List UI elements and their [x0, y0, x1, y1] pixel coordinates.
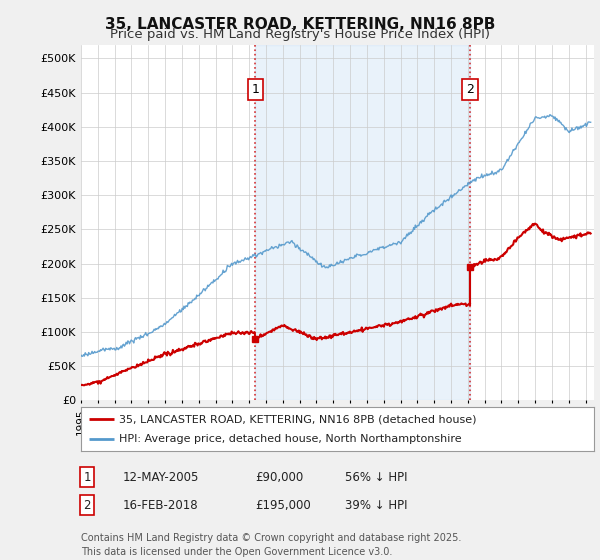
- Text: 12-MAY-2005: 12-MAY-2005: [123, 470, 199, 484]
- Text: 39% ↓ HPI: 39% ↓ HPI: [345, 498, 407, 512]
- Text: £195,000: £195,000: [255, 498, 311, 512]
- Text: HPI: Average price, detached house, North Northamptonshire: HPI: Average price, detached house, Nort…: [119, 433, 462, 444]
- Text: 56% ↓ HPI: 56% ↓ HPI: [345, 470, 407, 484]
- Text: 2: 2: [83, 498, 91, 512]
- Text: 1: 1: [83, 470, 91, 484]
- Text: 16-FEB-2018: 16-FEB-2018: [123, 498, 199, 512]
- Text: 2: 2: [466, 83, 474, 96]
- Text: 35, LANCASTER ROAD, KETTERING, NN16 8PB (detached house): 35, LANCASTER ROAD, KETTERING, NN16 8PB …: [119, 414, 477, 424]
- Text: 35, LANCASTER ROAD, KETTERING, NN16 8PB: 35, LANCASTER ROAD, KETTERING, NN16 8PB: [105, 17, 495, 32]
- Bar: [255, 45, 470, 400]
- Text: £90,000: £90,000: [255, 470, 303, 484]
- Text: 1: 1: [251, 83, 259, 96]
- Text: Price paid vs. HM Land Registry's House Price Index (HPI): Price paid vs. HM Land Registry's House …: [110, 28, 490, 41]
- Text: Contains HM Land Registry data © Crown copyright and database right 2025.
This d: Contains HM Land Registry data © Crown c…: [81, 533, 461, 557]
